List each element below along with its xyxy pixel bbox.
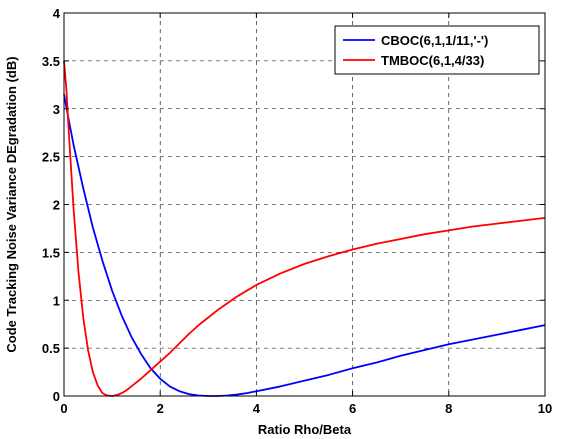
y-tick-label-8: 4 xyxy=(53,6,61,21)
x-tick-label-5: 10 xyxy=(538,401,552,416)
legend-label-0: CBOC(6,1,1/11,'-') xyxy=(381,33,488,48)
y-tick-label-0: 0 xyxy=(53,389,60,404)
legend-box xyxy=(334,25,540,75)
x-tick-label-1: 2 xyxy=(157,401,164,416)
legend: CBOC(6,1,1/11,'-') TMBOC(6,1,4/33) xyxy=(334,25,540,75)
x-tick-label-4: 8 xyxy=(445,401,452,416)
x-axis-label: Ratio Rho/Beta xyxy=(258,422,352,437)
y-axis-label: Code Tracking Noise Variance DEgradation… xyxy=(4,56,19,352)
x-tick-label-0: 0 xyxy=(60,401,67,416)
y-tick-label-7: 3.5 xyxy=(42,54,60,69)
y-tick-label-2: 1 xyxy=(53,293,60,308)
y-tick-label-5: 2.5 xyxy=(42,150,60,165)
series-line-1 xyxy=(63,60,546,397)
y-tick-label-1: 0.5 xyxy=(42,341,60,356)
ticks: 0 2 4 6 8 10 0 0.5 1 1.5 2 2.5 3 3.5 4 xyxy=(42,6,552,416)
x-tick-label-3: 6 xyxy=(349,401,356,416)
x-tick-label-2: 4 xyxy=(253,401,261,416)
y-tick-label-4: 2 xyxy=(53,198,60,213)
y-tick-label-6: 3 xyxy=(53,102,60,117)
y-tick-label-3: 1.5 xyxy=(42,245,60,260)
legend-label-1: TMBOC(6,1,4/33) xyxy=(381,53,484,68)
